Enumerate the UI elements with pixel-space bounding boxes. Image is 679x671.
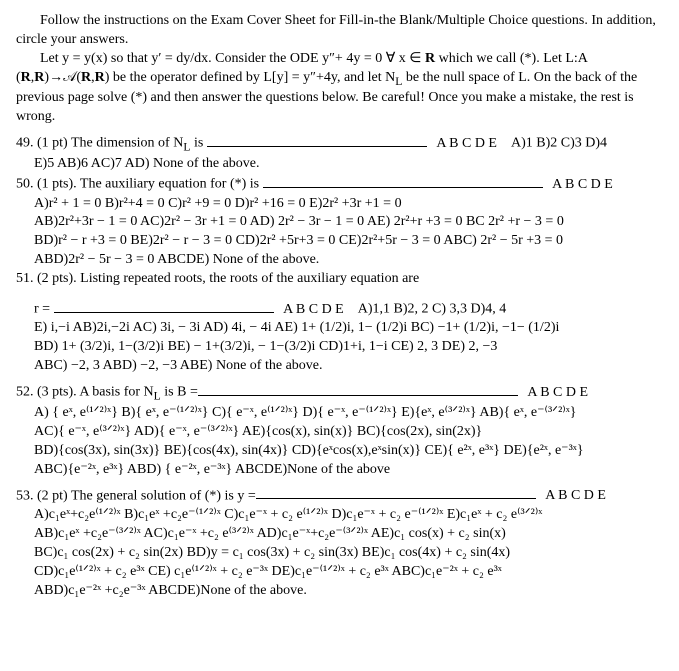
- q52-l2: AC){ e⁻ˣ, e⁽³ᐟ²⁾ˣ} AD){ e⁻ˣ, e⁻⁽³ᐟ²⁾ˣ} A…: [34, 423, 663, 442]
- intro-p2d: ) be the operator defined by L[y] = y″+4…: [105, 70, 396, 85]
- q49-line2: E)5 AB)6 AC)7 AD) None of the above.: [34, 155, 663, 174]
- R3: R: [34, 70, 44, 85]
- q51-rline: r = A B C D E A)1,1 B)2, 2 C) 3,3 D)4, 4: [34, 299, 663, 319]
- q51-rline-a: r =: [34, 302, 54, 317]
- spacer: [16, 289, 663, 299]
- q50-l3: BD)r² − r +3 = 0 BE)2r² − r − 3 = 0 CD)2…: [34, 232, 663, 251]
- q51-l3: ABC) −2, 3 ABD) −2, −3 ABE) None of the …: [34, 357, 663, 376]
- q51-l1: E) i,−i AB)2i,−2i AC) 3i, − 3i AD) 4i, −…: [34, 319, 663, 338]
- q49-blank: [207, 133, 427, 147]
- q50-letters: A B C D E: [552, 177, 613, 192]
- q49-tail: A)1 B)2 C)3 D)4: [511, 136, 607, 151]
- q49-stem-a: 49. (1 pt) The dimension of N: [16, 136, 183, 151]
- q53-l2: AB)c₁eˣ +c₂e⁻⁽³ᐟ²⁾ˣ AC)c₁e⁻ˣ +c₂ e⁽³ᐟ²⁾ˣ…: [34, 525, 663, 544]
- q52-l4: ABC){e⁻²ˣ, e³ˣ} ABD) { e⁻²ˣ, e⁻³ˣ} ABCDE…: [34, 461, 663, 480]
- intro-p2: Let y = y(x) so that y′ = dy/dx. Conside…: [16, 50, 663, 127]
- q53: 53. (2 pt) The general solution of (*) i…: [16, 486, 663, 506]
- q53-l1: A)c₁eˣ+c₂e⁽¹ᐟ²⁾ˣ B)c₁eˣ +c₂e⁻⁽¹ᐟ²⁾ˣ C)c₁…: [34, 506, 663, 525]
- q50: 50. (1 pts). The auxiliary equation for …: [16, 174, 663, 194]
- q50-l2: AB)2r²+3r − 1 = 0 AC)2r² − 3r +1 = 0 AD)…: [34, 213, 663, 232]
- R4: R: [81, 70, 91, 85]
- R1: R: [425, 51, 435, 66]
- q52-stem-b: is B =: [161, 385, 198, 400]
- q52-blank: [198, 382, 518, 396]
- q53-l3: BC)c₁ cos(2x) + c₂ sin(2x) BD)y = c₁ cos…: [34, 544, 663, 563]
- q50-blank: [263, 174, 543, 188]
- q51-letters: A B C D E: [283, 302, 344, 317]
- q52-sub: L: [154, 390, 161, 403]
- q51-tail: A)1,1 B)2, 2 C) 3,3 D)4, 4: [358, 302, 507, 317]
- q53-l5: ABD)c₁e⁻²ˣ +c₂e⁻³ˣ ABCDE)None of the abo…: [34, 582, 663, 601]
- q53-l4: CD)c₁e⁽¹ᐟ²⁾ˣ + c₂ e³ˣ CE) c₁e⁽¹ᐟ²⁾ˣ + c₂…: [34, 563, 663, 582]
- intro-p2c: )→𝒜(: [44, 70, 81, 85]
- q51-l2: BD) 1+ (3/2)i, 1−(3/2)i BE) − 1+(3/2)i, …: [34, 338, 663, 357]
- q49-stem-b: is: [190, 136, 206, 151]
- R5: R: [95, 70, 105, 85]
- intro-p2a: Let y = y(x) so that y′ = dy/dx. Conside…: [40, 51, 425, 66]
- q52-stem-a: 52. (3 pts). A basis for N: [16, 385, 154, 400]
- q53-blank: [256, 486, 536, 500]
- q53-stem: 53. (2 pt) The general solution of (*) i…: [16, 488, 256, 503]
- q52: 52. (3 pts). A basis for NL is B = A B C…: [16, 382, 663, 404]
- q52-l1: A) { eˣ, e⁽¹ᐟ²⁾ˣ} B){ eˣ, e⁻⁽¹ᐟ²⁾ˣ} C){ …: [34, 404, 663, 423]
- q52-letters: A B C D E: [527, 385, 588, 400]
- q50-l4: ABD)2r² − 5r − 3 = 0 ABCDE) None of the …: [34, 251, 663, 270]
- intro-p1: Follow the instructions on the Exam Cove…: [16, 12, 663, 50]
- q50-l1: A)r² + 1 = 0 B)r²+4 = 0 C)r² +9 = 0 D)r²…: [34, 195, 663, 214]
- q49-letters: A B C D E: [436, 136, 497, 151]
- q50-stem: 50. (1 pts). The auxiliary equation for …: [16, 177, 263, 192]
- q53-letters: A B C D E: [545, 488, 606, 503]
- q51-blank: [54, 299, 274, 313]
- q52-l3: BD){cos(3x), sin(3x)} BE){cos(4x), sin(4…: [34, 442, 663, 461]
- q51-stem: 51. (2 pts). Listing repeated roots, the…: [16, 270, 663, 289]
- q49: 49. (1 pt) The dimension of NL is A B C …: [16, 133, 663, 155]
- R2: R: [21, 70, 31, 85]
